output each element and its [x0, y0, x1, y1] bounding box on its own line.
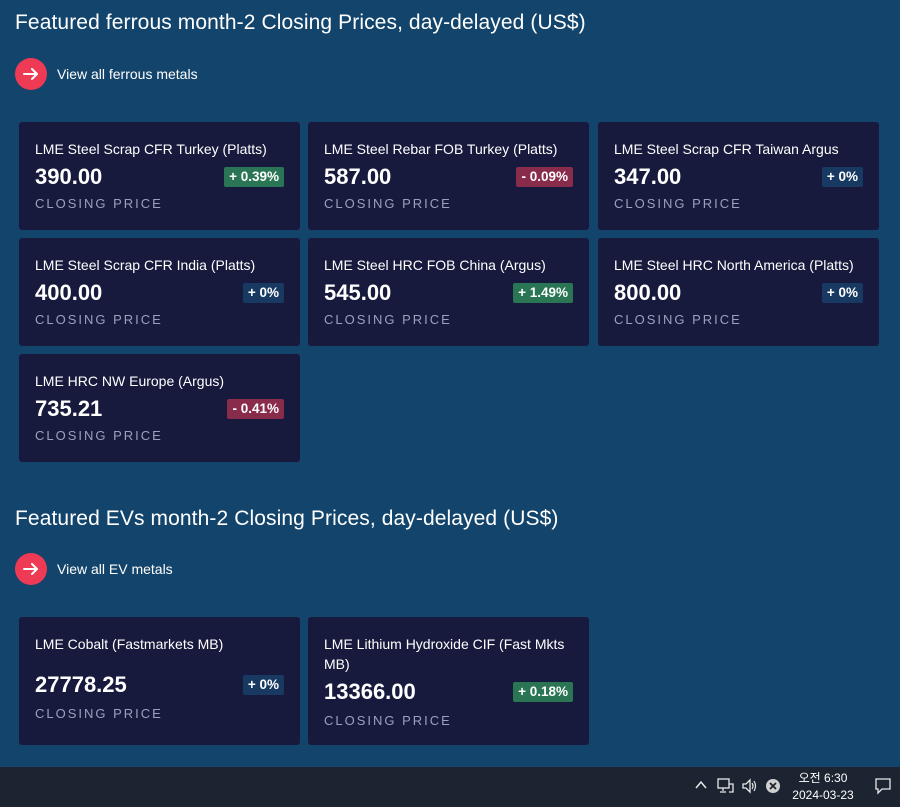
closing-price-label: CLOSING PRICE	[35, 428, 163, 443]
closing-price-value: 390.00	[35, 164, 103, 189]
closing-price-label: CLOSING PRICE	[35, 312, 163, 327]
card-title: LME Steel Rebar FOB Turkey (Platts)	[324, 141, 558, 157]
price-card[interactable]: LME Steel Rebar FOB Turkey (Platts) 587.…	[308, 122, 589, 230]
price-card[interactable]: LME Steel Scrap CFR Taiwan Argus 347.00 …	[598, 122, 879, 230]
closing-price-value: 545.00	[324, 280, 392, 305]
card-title: LME Lithium Hydroxide CIF (Fast Mkts MB)	[324, 636, 565, 672]
network-icon[interactable]	[717, 778, 735, 794]
closing-price-value: 587.00	[324, 164, 392, 189]
price-card[interactable]: LME Steel Scrap CFR Turkey (Platts) 390.…	[19, 122, 300, 230]
volume-icon[interactable]	[741, 778, 759, 794]
view-all-ev-label: View all EV metals	[57, 561, 173, 577]
price-card[interactable]: LME Steel Scrap CFR India (Platts) 400.0…	[19, 238, 300, 346]
price-card[interactable]: LME Cobalt (Fastmarkets MB) 27778.25 + 0…	[19, 617, 300, 745]
closing-price-value: 735.21	[35, 396, 103, 421]
taskbar: 오전 6:30 2024-03-23	[0, 767, 900, 807]
price-card[interactable]: LME HRC NW Europe (Argus) 735.21 - 0.41%…	[19, 354, 300, 462]
view-all-ev-link[interactable]: View all EV metals	[15, 553, 173, 585]
card-title: LME Steel HRC North America (Platts)	[614, 257, 854, 273]
evs-section-title: Featured EVs month-2 Closing Prices, day…	[15, 507, 559, 530]
closing-price-label: CLOSING PRICE	[614, 312, 742, 327]
change-badge: + 1.49%	[513, 283, 573, 303]
closing-price-label: CLOSING PRICE	[324, 312, 452, 327]
change-badge: + 0.18%	[513, 682, 573, 702]
change-badge: + 0.39%	[224, 167, 284, 187]
card-title: LME Steel Scrap CFR Turkey (Platts)	[35, 141, 267, 157]
view-all-ferrous-label: View all ferrous metals	[57, 66, 198, 82]
closing-price-value: 400.00	[35, 280, 103, 305]
system-clock[interactable]: 오전 6:30 2024-03-23	[782, 770, 864, 804]
price-card[interactable]: LME Lithium Hydroxide CIF (Fast Mkts MB)…	[308, 617, 589, 745]
closing-price-value: 13366.00	[324, 679, 416, 704]
clock-time: 오전 6:30	[798, 771, 848, 785]
price-card[interactable]: LME Steel HRC FOB China (Argus) 545.00 +…	[308, 238, 589, 346]
closing-price-value: 800.00	[614, 280, 682, 305]
notification-icon[interactable]	[874, 777, 892, 795]
change-badge: + 0%	[242, 283, 284, 303]
card-title: LME Steel HRC FOB China (Argus)	[324, 257, 546, 273]
change-badge: + 0%	[242, 675, 284, 695]
change-badge: - 0.09%	[516, 167, 573, 187]
card-title: LME Steel Scrap CFR Taiwan Argus	[614, 141, 839, 157]
change-badge: + 0%	[821, 283, 863, 303]
change-badge: - 0.41%	[227, 399, 284, 419]
chevron-up-icon[interactable]	[694, 778, 708, 792]
view-all-ferrous-link[interactable]: View all ferrous metals	[15, 58, 198, 90]
card-title: LME HRC NW Europe (Argus)	[35, 373, 225, 389]
closing-price-label: CLOSING PRICE	[35, 706, 163, 721]
closing-price-label: CLOSING PRICE	[324, 713, 452, 728]
closing-price-label: CLOSING PRICE	[614, 196, 742, 211]
arrow-right-icon	[15, 553, 47, 585]
close-circle-icon[interactable]	[765, 778, 781, 794]
change-badge: + 0%	[821, 167, 863, 187]
card-title: LME Cobalt (Fastmarkets MB)	[35, 636, 224, 652]
ferrous-section-title: Featured ferrous month-2 Closing Prices,…	[15, 11, 586, 34]
closing-price-value: 27778.25	[35, 672, 127, 697]
closing-price-label: CLOSING PRICE	[35, 196, 163, 211]
closing-price-value: 347.00	[614, 164, 682, 189]
arrow-right-icon	[15, 58, 47, 90]
price-card[interactable]: LME Steel HRC North America (Platts) 800…	[598, 238, 879, 346]
clock-date: 2024-03-23	[792, 788, 854, 802]
card-title: LME Steel Scrap CFR India (Platts)	[35, 257, 256, 273]
closing-price-label: CLOSING PRICE	[324, 196, 452, 211]
